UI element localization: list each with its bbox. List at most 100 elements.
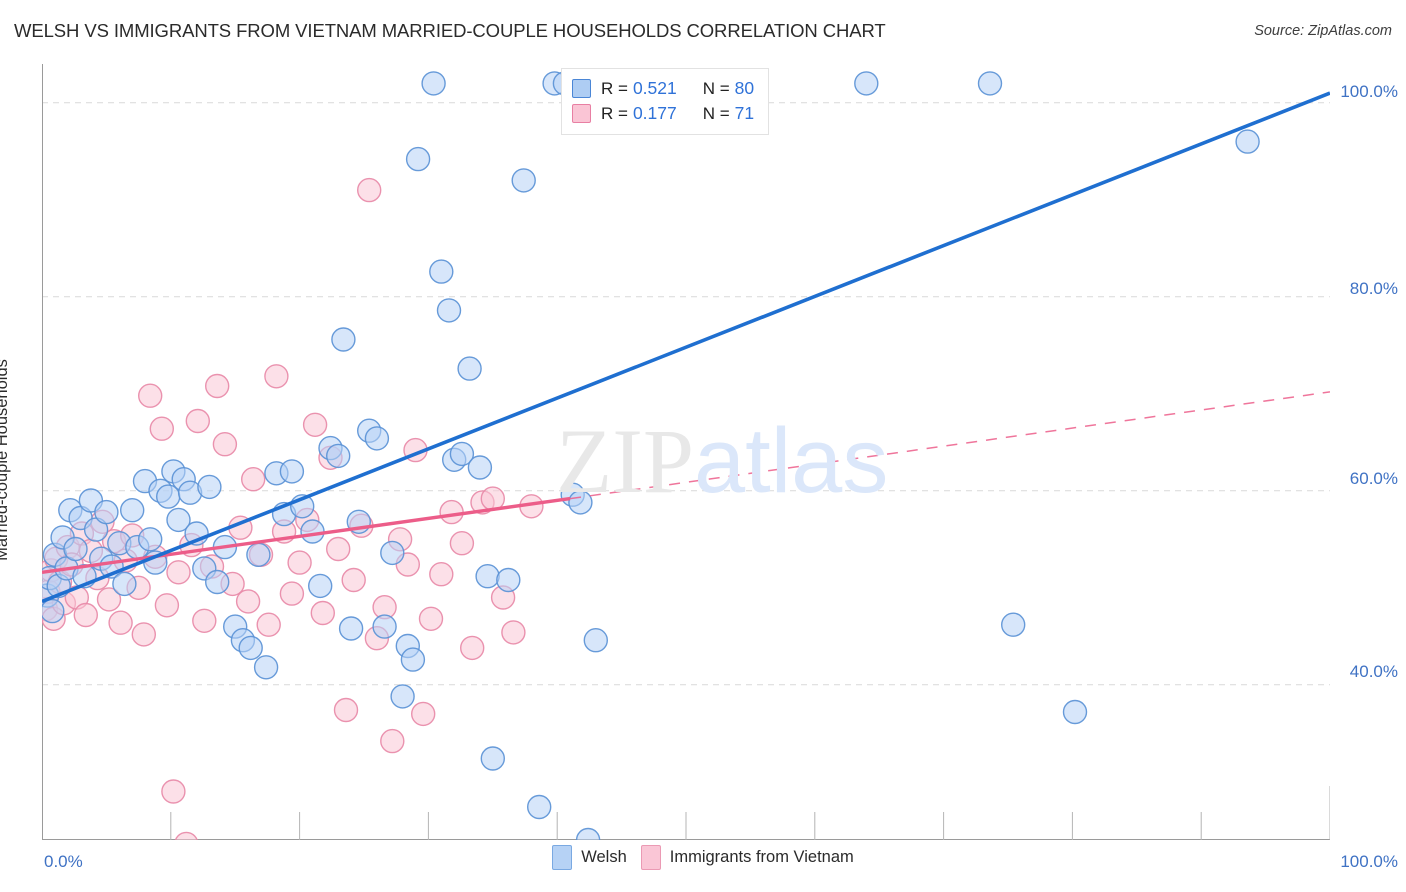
n-label-welsh: N = <box>702 78 730 98</box>
y-tick-label-60: 60.0% <box>1349 469 1398 488</box>
data-point <box>326 536 351 562</box>
data-point <box>253 655 279 680</box>
r-label-welsh: R = <box>601 78 628 98</box>
data-point <box>154 593 180 618</box>
data-point <box>204 373 230 399</box>
data-point <box>192 608 217 633</box>
data-point <box>511 168 536 193</box>
data-point <box>977 71 1003 96</box>
legend-label-welsh: Welsh <box>581 848 627 866</box>
data-point <box>279 459 305 484</box>
data-point <box>460 635 485 661</box>
data-point <box>149 416 175 441</box>
data-point <box>166 507 191 533</box>
data-point <box>302 412 328 437</box>
y-axis-title: Married-couple Households <box>0 359 11 561</box>
data-point <box>380 540 405 566</box>
page-title: WELSH VS IMMIGRANTS FROM VIETNAM MARRIED… <box>14 20 886 41</box>
x-axis-max-label: 100.0% <box>1340 852 1398 871</box>
data-point <box>480 746 505 771</box>
data-point <box>429 259 454 284</box>
data-point <box>583 628 608 653</box>
data-point <box>185 408 211 434</box>
data-point <box>137 383 163 408</box>
data-point <box>238 635 263 661</box>
r-value-vietnam: 0.177 <box>632 103 677 123</box>
legend-item-welsh[interactable]: Welsh <box>552 845 627 870</box>
data-point <box>326 443 351 469</box>
data-point <box>256 612 281 637</box>
data-point <box>429 562 454 587</box>
data-point <box>457 356 482 381</box>
r-label-vietnam: R = <box>601 103 628 123</box>
data-point <box>405 146 431 172</box>
data-point <box>1235 129 1260 154</box>
data-point <box>449 441 475 467</box>
correlation-row-vietnam: R = 0.177 N = 71 <box>572 101 754 126</box>
data-point <box>197 474 222 500</box>
data-point <box>96 587 122 612</box>
data-point <box>240 467 266 492</box>
trendline-vietnam-solid <box>42 496 571 574</box>
data-point <box>439 499 464 525</box>
trendline-vietnam-dashed <box>569 391 1330 500</box>
data-point <box>501 620 526 645</box>
x-axis-min-label: 0.0% <box>44 852 83 871</box>
data-point <box>310 600 335 626</box>
data-point <box>94 499 119 525</box>
n-value-welsh: 80 <box>734 78 755 98</box>
data-point <box>467 455 493 480</box>
data-point <box>308 573 333 599</box>
legend-color-vietnam <box>640 845 661 870</box>
y-tick-label-100: 100.0% <box>1340 82 1398 101</box>
data-point <box>300 519 325 544</box>
data-point <box>204 569 230 595</box>
data-point <box>475 564 500 589</box>
correlation-row-welsh: R = 0.521 N = 80 <box>572 76 754 101</box>
y-tick-label-80: 80.0% <box>1349 279 1398 298</box>
data-point <box>449 531 475 556</box>
data-point <box>341 567 366 593</box>
data-point <box>235 589 261 614</box>
data-point <box>364 426 390 451</box>
data-point <box>527 794 552 820</box>
legend-color-welsh <box>552 845 573 870</box>
data-point <box>436 298 462 323</box>
data-point <box>333 697 359 723</box>
data-point <box>112 571 137 597</box>
data-point <box>42 598 65 624</box>
data-point <box>174 831 198 840</box>
data-point <box>331 327 356 352</box>
data-point <box>400 647 426 672</box>
legend-swatch-welsh <box>572 79 591 98</box>
correlation-legend: R = 0.521 N = 80 R = 0.177 N = 71 <box>561 68 770 135</box>
n-label-vietnam: N = <box>702 103 730 123</box>
data-point <box>131 622 157 647</box>
legend-swatch-vietnam <box>572 104 591 123</box>
data-point <box>411 701 436 727</box>
data-point <box>287 550 312 575</box>
data-point <box>496 567 521 593</box>
data-point <box>338 616 364 641</box>
data-point <box>63 536 88 562</box>
data-point <box>279 581 305 606</box>
data-point <box>418 606 444 631</box>
data-point <box>212 432 238 457</box>
data-point <box>108 610 133 635</box>
data-point <box>166 560 191 585</box>
data-point <box>119 498 145 523</box>
plot-area <box>42 64 1330 840</box>
series-legend: Welsh Immigrants from Vietnam <box>0 845 1406 870</box>
data-point <box>390 684 415 709</box>
legend-item-vietnam[interactable]: Immigrants from Vietnam <box>640 845 854 870</box>
data-point <box>73 602 98 628</box>
scatter-plot-svg <box>42 64 1330 840</box>
y-tick-label-40: 40.0% <box>1349 662 1398 681</box>
source-attribution: Source: ZipAtlas.com <box>1254 23 1392 39</box>
legend-label-vietnam: Immigrants from Vietnam <box>669 848 854 866</box>
trendline-welsh <box>42 91 1330 604</box>
data-point <box>246 542 271 567</box>
data-point <box>1001 612 1026 637</box>
data-point <box>421 71 446 96</box>
